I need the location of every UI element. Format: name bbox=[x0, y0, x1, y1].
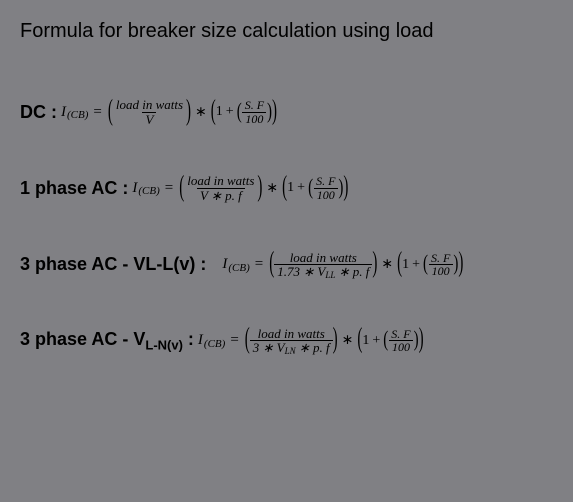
lparen: ( bbox=[245, 324, 250, 358]
lparen3: ( bbox=[423, 252, 428, 278]
one: 1 bbox=[402, 257, 409, 273]
sf-fraction: S. F 100 bbox=[313, 175, 338, 201]
label-sub: L-N(v) bbox=[145, 338, 183, 353]
lparen3: ( bbox=[383, 328, 388, 354]
fraction-den: V bbox=[142, 112, 156, 127]
main-fraction: load in watts V bbox=[113, 98, 186, 126]
lhs-I: I bbox=[132, 180, 137, 197]
lhs-I: I bbox=[61, 104, 66, 121]
fraction-num: load in watts bbox=[287, 251, 360, 265]
sf-den: 100 bbox=[389, 340, 413, 354]
multiply: ∗ bbox=[342, 332, 354, 349]
sf-num: S. F bbox=[388, 328, 413, 341]
equals: = bbox=[230, 332, 238, 349]
den-sub: LN bbox=[285, 346, 296, 356]
fraction-den: 1.73 ∗ VLL ∗ p. f bbox=[274, 264, 372, 279]
formula-row-3phase-ll: 3 phase AC - VL-L(v) : I (CB) = ( load i… bbox=[20, 251, 553, 279]
formula-page: Formula for breaker size calculation usi… bbox=[0, 0, 573, 502]
rparen: ) bbox=[186, 95, 191, 129]
main-fraction: load in watts 1.73 ∗ VLL ∗ p. f bbox=[274, 251, 372, 279]
plus: + bbox=[372, 333, 380, 349]
sf-num: S. F bbox=[242, 99, 267, 112]
label-prefix: 3 phase AC - V bbox=[20, 329, 145, 349]
lhs-icb: I (CB) bbox=[222, 256, 248, 273]
rparen2: ) bbox=[272, 96, 277, 128]
plus: + bbox=[412, 257, 420, 273]
rparen2: ) bbox=[343, 172, 348, 204]
lparen2: ( bbox=[397, 249, 402, 281]
sf-den: 100 bbox=[242, 112, 266, 126]
lhs-sub: (CB) bbox=[204, 338, 225, 350]
fraction-num: load in watts bbox=[184, 174, 257, 188]
fraction-den: V ∗ p. f bbox=[197, 188, 245, 203]
den-sub: LL bbox=[325, 270, 335, 280]
lhs-icb: I (CB) bbox=[132, 180, 158, 197]
formula: I (CB) = ( load in watts V ) ∗ ( 1 + ( S… bbox=[61, 98, 277, 126]
rparen2: ) bbox=[458, 249, 463, 281]
fraction-den: 3 ∗ VLN ∗ p. f bbox=[250, 340, 333, 355]
sf-fraction: S. F 100 bbox=[428, 252, 453, 278]
lparen2: ( bbox=[211, 96, 216, 128]
multiply: ∗ bbox=[195, 104, 207, 121]
sf-num: S. F bbox=[428, 252, 453, 265]
lhs-I: I bbox=[222, 256, 227, 273]
fraction-num: load in watts bbox=[255, 327, 328, 341]
rparen2: ) bbox=[419, 325, 424, 357]
sf-num: S. F bbox=[313, 175, 338, 188]
lparen: ( bbox=[108, 95, 113, 129]
rparen: ) bbox=[372, 248, 377, 282]
equals: = bbox=[255, 256, 263, 273]
den-post: ∗ p. f bbox=[296, 340, 330, 355]
plus: + bbox=[226, 104, 234, 120]
sf-den: 100 bbox=[429, 264, 453, 278]
one: 1 bbox=[287, 180, 294, 196]
rparen: ) bbox=[257, 171, 262, 205]
row-label: 3 phase AC - VL-L(v) : bbox=[20, 254, 206, 275]
formula-row-1phase: 1 phase AC : I (CB) = ( load in watts V … bbox=[20, 174, 553, 202]
lhs-sub: (CB) bbox=[67, 109, 88, 121]
den-pre: 1.73 ∗ V bbox=[277, 264, 325, 279]
plus: + bbox=[297, 180, 305, 196]
lparen2: ( bbox=[282, 172, 287, 204]
main-fraction: load in watts 3 ∗ VLN ∗ p. f bbox=[250, 327, 333, 355]
lparen3: ( bbox=[308, 176, 313, 202]
sf-fraction: S. F 100 bbox=[388, 328, 413, 354]
rparen: ) bbox=[333, 324, 338, 358]
equals: = bbox=[165, 180, 173, 197]
row-label: 3 phase AC - VL-N(v) : bbox=[20, 329, 194, 353]
page-title: Formula for breaker size calculation usi… bbox=[20, 20, 553, 43]
lhs-I: I bbox=[198, 332, 203, 349]
multiply: ∗ bbox=[381, 256, 393, 273]
lhs-sub: (CB) bbox=[138, 185, 159, 197]
multiply: ∗ bbox=[266, 180, 278, 197]
lhs-icb: I (CB) bbox=[198, 332, 224, 349]
lparen: ( bbox=[269, 248, 274, 282]
label-suffix: : bbox=[183, 329, 194, 349]
den-post: ∗ p. f bbox=[335, 264, 369, 279]
lparen: ( bbox=[179, 171, 184, 205]
main-fraction: load in watts V ∗ p. f bbox=[184, 174, 257, 202]
lhs-icb: I (CB) bbox=[61, 104, 87, 121]
formula: I (CB) = ( load in watts 1.73 ∗ VLL ∗ p.… bbox=[222, 251, 463, 279]
row-label: DC : bbox=[20, 102, 57, 123]
formula-row-dc: DC : I (CB) = ( load in watts V ) ∗ ( 1 … bbox=[20, 98, 553, 126]
formula: I (CB) = ( load in watts V ∗ p. f ) ∗ ( … bbox=[132, 174, 348, 202]
row-label: 1 phase AC : bbox=[20, 178, 128, 199]
lhs-sub: (CB) bbox=[228, 262, 249, 274]
lparen2: ( bbox=[357, 325, 362, 357]
formula: I (CB) = ( load in watts 3 ∗ VLN ∗ p. f … bbox=[198, 327, 424, 355]
one: 1 bbox=[362, 333, 369, 349]
one: 1 bbox=[216, 104, 223, 120]
sf-den: 100 bbox=[314, 188, 338, 202]
lparen3: ( bbox=[237, 99, 242, 125]
equals: = bbox=[93, 104, 101, 121]
fraction-num: load in watts bbox=[113, 98, 186, 112]
sf-fraction: S. F 100 bbox=[242, 99, 267, 125]
den-pre: 3 ∗ V bbox=[253, 340, 285, 355]
formula-row-3phase-ln: 3 phase AC - VL-N(v) : I (CB) = ( load i… bbox=[20, 327, 553, 355]
